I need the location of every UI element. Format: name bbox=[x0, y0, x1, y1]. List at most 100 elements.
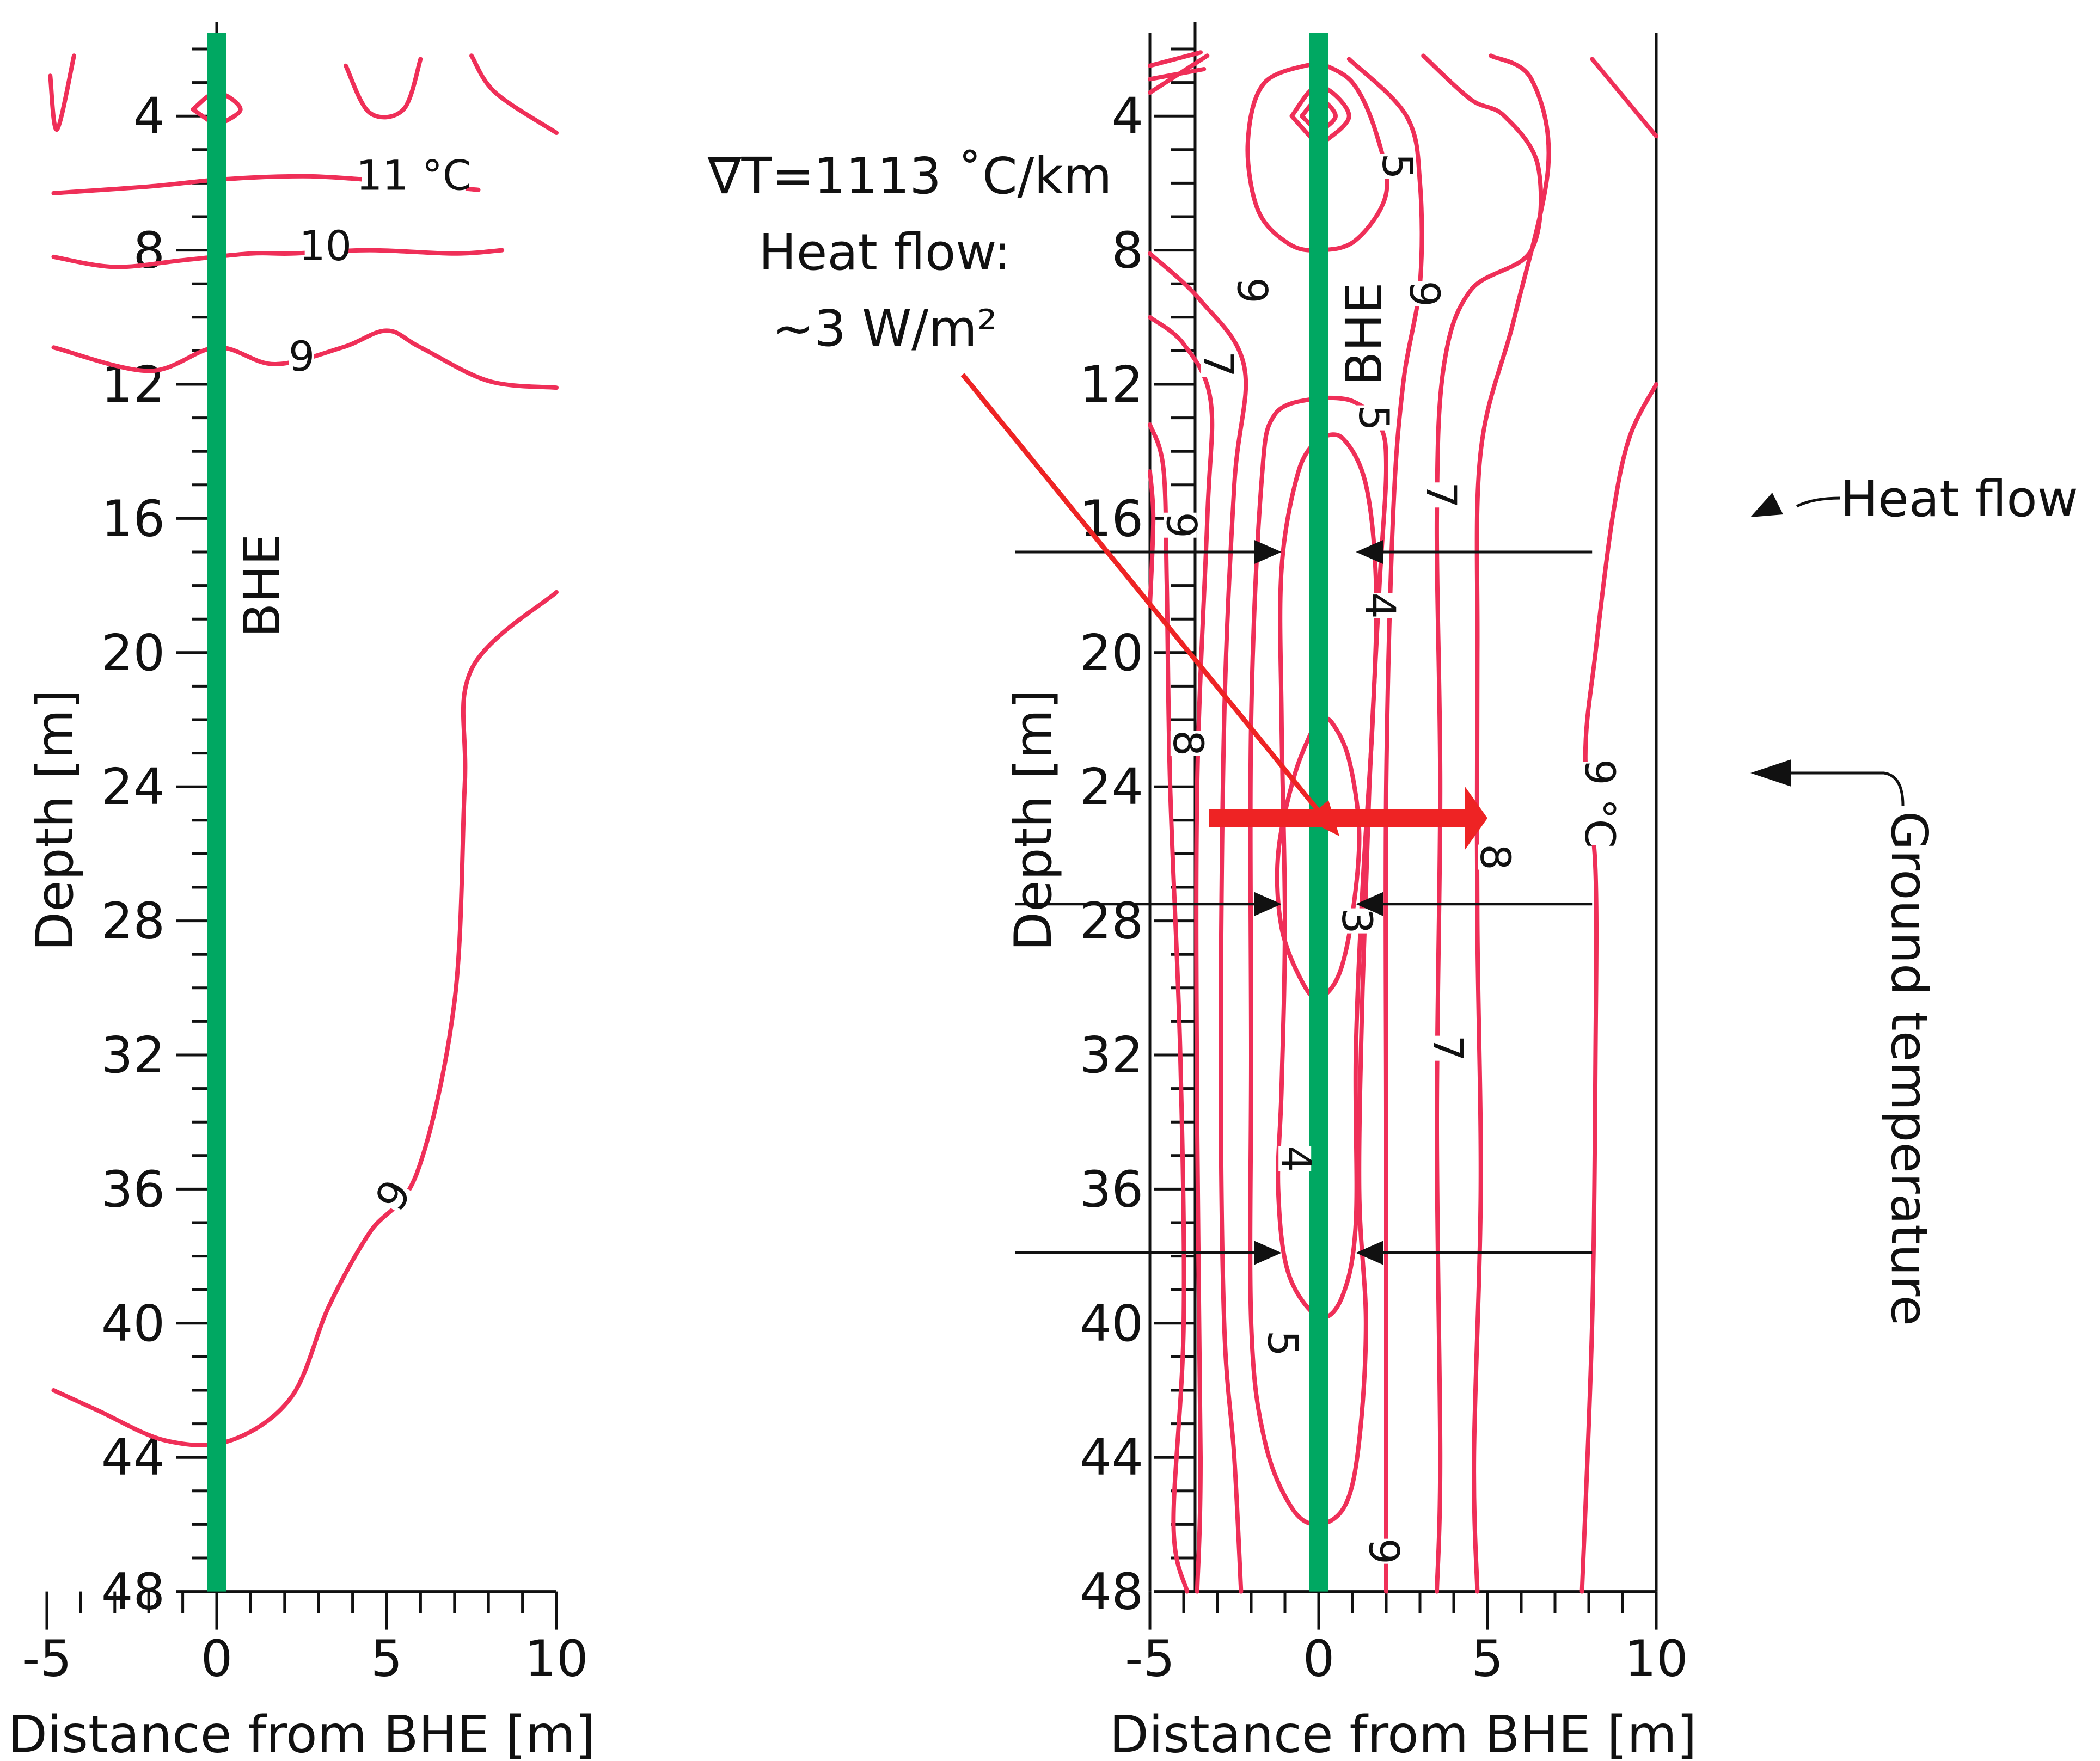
isotherm-label-group: 7 bbox=[1424, 1035, 1472, 1061]
isotherm-label-background bbox=[1278, 1146, 1312, 1171]
isotherm-label-background bbox=[1430, 1035, 1464, 1061]
heat-flow-arrow-head bbox=[1254, 1241, 1282, 1265]
heat-flow-value: ~3 W/m² bbox=[772, 299, 997, 358]
isotherm-label: 7 bbox=[1424, 1035, 1472, 1061]
isotherm-label-group: 9 bbox=[1228, 277, 1277, 303]
heat-flow-arrow-head bbox=[1356, 540, 1383, 564]
isotherm-label-group: 7 bbox=[1417, 482, 1466, 508]
heat-flow-arrow-head bbox=[1254, 540, 1282, 564]
x-tick-label: 10 bbox=[524, 1630, 588, 1688]
y-tick-label: 16 bbox=[101, 489, 165, 548]
y-tick-label: 4 bbox=[133, 87, 165, 145]
isotherm-label-background bbox=[1356, 405, 1389, 431]
isotherm-line bbox=[48, 53, 76, 132]
y-tick-label: 20 bbox=[101, 624, 165, 682]
heat-flow-arrow-head bbox=[1356, 1241, 1383, 1265]
y-tick-label: 28 bbox=[101, 892, 165, 950]
isotherm-line bbox=[51, 248, 505, 269]
isotherm-label-background bbox=[374, 1176, 415, 1215]
isotherm-label-background bbox=[1406, 281, 1440, 306]
isotherm-label-background bbox=[1234, 278, 1268, 303]
y-tick-label: 20 bbox=[1080, 624, 1143, 682]
isotherm-label-group: 5 bbox=[1258, 1330, 1307, 1357]
isotherm-label-group: 11 °C bbox=[356, 151, 472, 199]
isotherm-line bbox=[1590, 57, 1658, 139]
isotherm-label-background bbox=[1201, 352, 1234, 377]
isotherm-label: 4 bbox=[1356, 592, 1405, 618]
isotherm-label-group: 5 bbox=[1350, 404, 1398, 431]
isotherm-label-group: 5 bbox=[1373, 153, 1422, 179]
ground-temperature-callout: Ground temperature bbox=[1750, 759, 1938, 1326]
isotherm-label: 9 °C bbox=[1576, 759, 1624, 848]
isotherm-label: 10 bbox=[299, 222, 352, 270]
y-tick-label: 32 bbox=[101, 1026, 165, 1084]
x-tick-label: 10 bbox=[1624, 1630, 1688, 1688]
y-tick-label: 8 bbox=[1111, 222, 1143, 280]
heat-flow-callout-line bbox=[1796, 496, 1841, 508]
big-red-arrow-shaft bbox=[1209, 809, 1465, 827]
isotherm-label: 5 bbox=[1258, 1330, 1307, 1357]
y-tick-label: 48 bbox=[101, 1563, 165, 1621]
isotherm-line bbox=[51, 328, 559, 390]
isotherm-line bbox=[1579, 382, 1658, 1594]
gradient-text: ∇T=1113 ˚C/km bbox=[707, 147, 1112, 205]
isotherm-label-background bbox=[1265, 1330, 1298, 1356]
isotherm-line bbox=[1148, 251, 1248, 1594]
isotherm-label: 11 °C bbox=[356, 151, 472, 199]
isotherm-label-group: 10 bbox=[299, 222, 352, 270]
y-tick-label: 36 bbox=[101, 1160, 165, 1218]
y-tick-label: 12 bbox=[1080, 355, 1143, 414]
y-axis-title: Depth [m] bbox=[26, 689, 85, 951]
isotherm-line bbox=[51, 590, 559, 1447]
bhe-label: BHE bbox=[233, 533, 291, 637]
isotherm-label-background bbox=[1366, 1538, 1399, 1564]
isotherm-label-background bbox=[362, 160, 466, 193]
isotherm-label: 9 bbox=[289, 332, 315, 381]
isotherm-label-group: 4 bbox=[1272, 1146, 1320, 1172]
y-tick-label: 44 bbox=[1080, 1428, 1143, 1487]
isotherm-line bbox=[191, 90, 243, 128]
isotherm-label-background bbox=[1423, 482, 1456, 508]
y-tick-label: 4 bbox=[1111, 87, 1143, 145]
heat-flow-arrow-head bbox=[1254, 892, 1282, 916]
x-tick-label: 5 bbox=[1472, 1630, 1504, 1688]
isotherm-label: 3 bbox=[1333, 907, 1381, 934]
heat-flow-pointer-arrow bbox=[960, 373, 1487, 850]
x-axis-title: Distance from BHE [m] bbox=[1110, 1705, 1697, 1761]
isotherm-line bbox=[1472, 53, 1551, 1594]
y-tick-label: 24 bbox=[1080, 758, 1143, 816]
isotherm-label-background bbox=[1380, 154, 1413, 179]
y-axis-title: Depth [m] bbox=[1004, 689, 1063, 951]
pointer-line bbox=[960, 373, 1325, 818]
isotherm-line bbox=[469, 53, 559, 135]
y-tick-label: 36 bbox=[1080, 1160, 1143, 1218]
y-tick-label: 16 bbox=[1080, 489, 1143, 548]
y-tick-label: 28 bbox=[1080, 892, 1143, 950]
isotherm-label: 7 bbox=[1195, 351, 1243, 377]
isotherm-label-background bbox=[1582, 762, 1615, 845]
x-tick-label: 0 bbox=[201, 1630, 233, 1688]
ground-temperature-label: Ground temperature bbox=[1880, 811, 1938, 1326]
y-tick-label: 24 bbox=[101, 758, 165, 816]
x-tick-label: -5 bbox=[22, 1630, 72, 1688]
isotherm-line bbox=[1148, 50, 1203, 68]
isotherm-label-background bbox=[1363, 593, 1396, 618]
gradient-annotation: ∇T=1113 ˚C/km Heat flow: ~3 W/m² bbox=[707, 147, 1112, 358]
isotherm-label: 9 bbox=[1400, 281, 1449, 307]
isotherm-line bbox=[1148, 422, 1190, 1594]
isotherm-label: 4 bbox=[1272, 1146, 1320, 1172]
isotherm-label-group: 9 bbox=[1360, 1538, 1408, 1564]
isotherm-label: 9 bbox=[1157, 512, 1205, 538]
x-tick-label: -5 bbox=[1125, 1630, 1175, 1688]
x-axis-title: Distance from BHE [m] bbox=[8, 1705, 596, 1761]
heat-flow-label: Heat flow bbox=[1840, 470, 2078, 528]
isotherm-label-group: 8 bbox=[1471, 844, 1520, 870]
isotherm-label: 5 bbox=[1373, 153, 1422, 179]
isotherm-label-group: 8 bbox=[1164, 730, 1213, 756]
bhe-label: BHE bbox=[1335, 282, 1393, 385]
x-tick-label: 5 bbox=[371, 1630, 403, 1688]
isotherm-label-group: 9 bbox=[1157, 512, 1205, 538]
isotherm-label-background bbox=[1478, 844, 1510, 870]
y-tick-label: 32 bbox=[1080, 1026, 1143, 1084]
